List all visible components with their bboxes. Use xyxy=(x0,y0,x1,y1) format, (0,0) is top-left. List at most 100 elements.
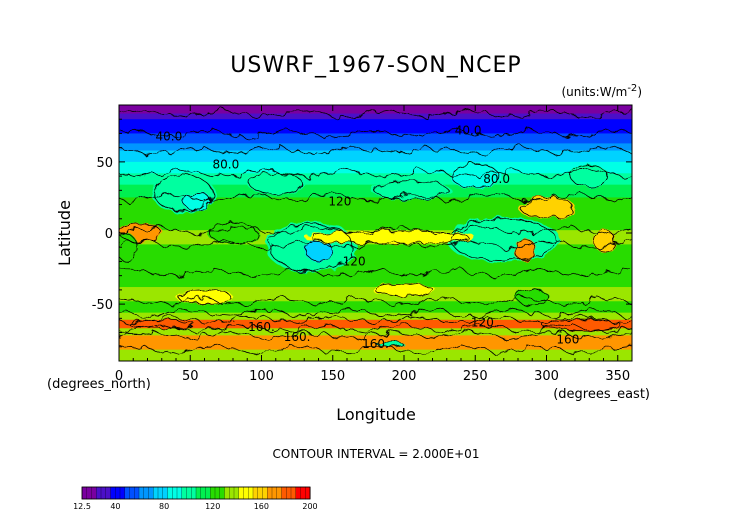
colorbar-tick-label: 80 xyxy=(159,502,169,511)
y-tick-label: 0 xyxy=(105,227,113,242)
field-anomaly xyxy=(207,221,259,245)
latitude-band xyxy=(119,105,632,115)
colorbar-swatch xyxy=(167,486,173,500)
contour-ring xyxy=(209,222,257,244)
contour-ring xyxy=(128,319,195,329)
x-tick-label: 350 xyxy=(605,369,630,384)
colorbar-swatch xyxy=(124,486,131,500)
colorbar-swatch xyxy=(157,486,164,500)
colorbar-swatch xyxy=(200,486,207,500)
latitude-band xyxy=(119,301,632,314)
contour-ring xyxy=(514,239,537,261)
contour-line xyxy=(119,322,632,334)
latitude-band xyxy=(119,335,632,351)
colorbar-swatch xyxy=(281,486,287,500)
x-axis: 0 50 100 150 200 250 300 350 xyxy=(115,105,630,384)
colorbar-swatch xyxy=(143,486,150,500)
contour-labels: 40.0 40.0 80.0 80.0 120 120 120 160. 160. 160. 160 xyxy=(156,124,580,351)
colorbar-swatch xyxy=(300,486,306,500)
colorbar-swatch xyxy=(271,486,278,500)
field-anomaly xyxy=(247,171,305,195)
contour-ring xyxy=(269,223,354,272)
latitude-band xyxy=(119,150,632,163)
colorbar-labels: 12.5 40 80 120 160 200 xyxy=(73,502,318,511)
contour-line xyxy=(119,224,632,236)
colorbar-swatch xyxy=(276,486,283,500)
field-anomaly xyxy=(372,282,436,297)
colorbar-swatch xyxy=(238,486,245,500)
latitude-band xyxy=(119,119,632,135)
field-anomaly xyxy=(371,180,452,201)
colorbar-swatch xyxy=(290,486,297,500)
contour-label: 120 xyxy=(343,254,366,268)
colorbar-swatch xyxy=(148,486,154,500)
field-anomaly xyxy=(126,319,198,329)
field-anomaly xyxy=(592,228,615,252)
contour-line xyxy=(119,167,632,179)
colorbar-frame xyxy=(81,486,311,500)
colorbar-tick-label: 12.5 xyxy=(73,502,91,511)
plot-field xyxy=(119,105,632,361)
contour-line xyxy=(119,307,632,318)
x-tick-label: 100 xyxy=(249,369,274,384)
colorbar-swatch xyxy=(267,486,273,500)
colorbar-swatch xyxy=(257,486,264,500)
colorbar-tick-label: 160 xyxy=(254,502,269,511)
contour-label: 160. xyxy=(362,337,389,351)
units-suffix: ) xyxy=(637,85,642,99)
contour-label: 80.0 xyxy=(483,172,510,186)
colorbar xyxy=(81,486,311,500)
contour-line xyxy=(119,107,632,120)
y-axis: -50 0 50 xyxy=(92,118,632,348)
contour-interval: CONTOUR INTERVAL = 2.000E+01 xyxy=(273,447,480,461)
colorbar-swatch xyxy=(205,486,211,500)
contour-line xyxy=(119,267,632,279)
colorbar-swatch xyxy=(176,486,183,500)
colorbar-swatch xyxy=(214,486,221,500)
colorbar-swatch xyxy=(115,486,121,500)
colorbar-swatch xyxy=(186,486,192,500)
y-tick-label: 50 xyxy=(96,156,113,171)
latitude-band xyxy=(119,161,632,174)
contour-ring xyxy=(542,319,622,332)
colorbar-swatch xyxy=(110,486,116,500)
y-tick-label: -50 xyxy=(92,298,113,313)
latitude-band xyxy=(119,287,632,302)
latitude-band xyxy=(119,173,632,186)
contour-ring xyxy=(592,229,615,251)
x-tick-label: 250 xyxy=(463,369,488,384)
contour-label: 120 xyxy=(471,316,494,330)
colorbar-swatch xyxy=(181,486,188,500)
field-anomaly xyxy=(515,288,550,306)
colorbar-tick-label: 120 xyxy=(205,502,220,511)
field-anomaly xyxy=(183,191,212,212)
latitude-band xyxy=(119,143,632,152)
contour-line xyxy=(119,239,632,250)
colorbar-swatch xyxy=(138,486,145,500)
contour-ring xyxy=(183,192,211,212)
colorbar-swatch xyxy=(119,486,126,500)
units-label: (units:W/m-2) xyxy=(562,83,643,99)
field-anomaly xyxy=(539,319,625,332)
colorbar-swatch xyxy=(134,486,140,500)
contour-ring xyxy=(119,233,138,261)
contour-ring xyxy=(519,196,574,219)
contour-line xyxy=(119,344,632,356)
colorbar-swatch xyxy=(105,486,112,500)
chart-title: USWRF_1967-SON_NCEP xyxy=(230,53,521,78)
colorbar-tick-label: 40 xyxy=(110,502,120,511)
colorbar-swatch xyxy=(86,486,93,500)
contour-label: 80.0 xyxy=(213,158,240,172)
field-anomaly xyxy=(304,238,333,262)
y-unit-label: (degrees_north) xyxy=(47,377,151,392)
contour-line xyxy=(119,144,632,157)
contour-lines xyxy=(119,107,632,356)
x-tick-label: 50 xyxy=(182,369,199,384)
latitude-band xyxy=(119,133,632,144)
latitude-band xyxy=(119,113,632,120)
contour-ring xyxy=(374,282,434,297)
field-anomaly xyxy=(518,196,575,219)
colorbar-swatch xyxy=(233,486,240,500)
colorbar-swatch xyxy=(91,486,97,500)
